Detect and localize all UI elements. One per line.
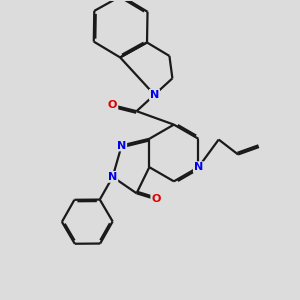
Text: N: N (194, 162, 203, 172)
Text: N: N (150, 90, 159, 100)
Text: O: O (151, 194, 161, 204)
Text: N: N (108, 172, 117, 182)
Text: N: N (117, 140, 126, 151)
Text: O: O (108, 100, 117, 110)
